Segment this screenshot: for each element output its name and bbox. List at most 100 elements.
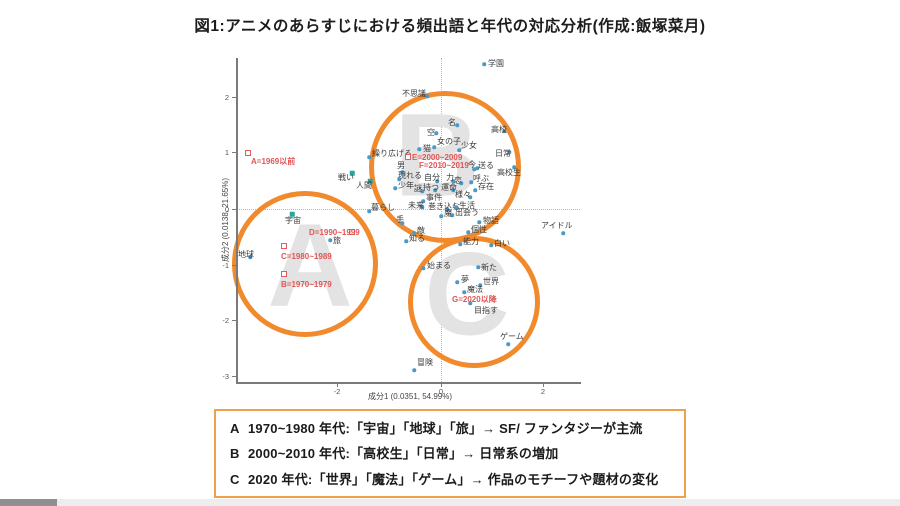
word-point (434, 131, 438, 135)
word-point (457, 148, 461, 152)
legend-text-a: 1970~1980 年代:「宇宙」「地球」「旅」→ SF/ ファンタジーが主流 (248, 421, 643, 436)
word-point (439, 214, 443, 218)
era-label: A=1969以前 (251, 157, 296, 166)
y-tick (232, 97, 237, 98)
word-point (367, 209, 371, 213)
word-point (420, 205, 424, 209)
word-point (475, 166, 479, 170)
word-point (248, 255, 252, 259)
legend-row-c: C 2020 年代:「世界」「魔法」「ゲーム」→ 作品のモチーフや題材の変化 (230, 472, 678, 488)
word-point (506, 342, 510, 346)
legend-key-c: C (230, 471, 240, 487)
word-point (512, 165, 516, 169)
word-label: 持つ (423, 183, 439, 192)
word-point (561, 231, 565, 235)
word-label: 呼ぶ (473, 174, 489, 183)
era-label: E=2000~2009 (412, 153, 463, 162)
word-label: 恋 (454, 176, 462, 185)
x-tick (543, 383, 544, 387)
word-point (507, 150, 511, 154)
era-label: D=1990~1999 (309, 228, 360, 237)
era-label: F=2010~2019 (419, 161, 469, 170)
word-point (435, 179, 439, 183)
y-tick (232, 320, 237, 321)
word-point (445, 207, 449, 211)
word-point (455, 280, 459, 284)
progress-bar[interactable] (0, 499, 900, 506)
word-point (432, 145, 436, 149)
progress-bar-elapsed (0, 499, 57, 506)
word-point (451, 179, 455, 183)
word-point (349, 170, 355, 176)
word-label: 物語 (483, 216, 499, 225)
era-label: C=1980~1989 (281, 252, 332, 261)
word-label: 少女 (461, 141, 477, 150)
word-point (400, 221, 404, 225)
word-label: 運命 (441, 183, 457, 192)
word-point (433, 188, 437, 192)
word-label: 少年 (398, 181, 414, 190)
word-label: 高校生 (497, 168, 521, 177)
word-label: 送る (478, 161, 494, 170)
word-label: 敵 (417, 226, 425, 235)
word-label: 力 (446, 173, 454, 182)
word-point (462, 290, 466, 294)
era-marker (245, 150, 251, 156)
word-label: 巻き込む (428, 202, 460, 211)
word-point (400, 170, 404, 174)
word-label: 始まる (427, 261, 451, 270)
word-point (412, 368, 416, 372)
word-label: 魔法 (467, 285, 483, 294)
legend-text-b: 2000~2010 年代:「高校生」「日常」→ 日常系の増加 (248, 446, 559, 462)
word-label: 猫 (423, 144, 431, 153)
word-label: 空 (427, 128, 435, 137)
x-tick-label: 2 (540, 387, 546, 396)
word-label: 白い (494, 239, 510, 248)
y-tick-label: -3 (222, 372, 229, 381)
word-point (454, 205, 458, 209)
word-label: 新た (481, 263, 497, 272)
word-label: 冒険 (417, 358, 433, 367)
word-point (425, 94, 429, 98)
cluster-circle-c (408, 236, 540, 368)
word-label: 暮らし (371, 203, 395, 212)
word-point (404, 239, 408, 243)
word-point (451, 188, 455, 192)
word-label: 不思議 (402, 89, 426, 98)
word-label: 学園 (488, 59, 504, 68)
era-marker (405, 154, 411, 160)
legend-row-b: B 2000~2010 年代:「高校生」「日常」→ 日常系の増加 (230, 446, 678, 462)
word-label: 目指す (474, 306, 498, 315)
word-label: 自分 (424, 173, 440, 182)
word-label: 謎 (414, 184, 422, 193)
era-label: B=1970~1979 (281, 280, 332, 289)
word-label: 繰り広げる (372, 149, 412, 158)
word-label: 存在 (478, 182, 494, 191)
x-axis (236, 382, 581, 384)
word-point (421, 199, 425, 203)
legend-box: A 1970~1980 年代:「宇宙」「地球」「旅」→ SF/ ファンタジーが主… (214, 409, 686, 498)
word-label: 日常 (495, 149, 511, 158)
word-point (502, 129, 506, 133)
word-point (455, 123, 459, 127)
word-point (482, 62, 486, 66)
word-point (450, 213, 454, 217)
word-point (478, 283, 482, 287)
word-label: 出会う (455, 208, 479, 217)
era-marker (281, 271, 287, 277)
word-label: 地球 (238, 250, 254, 259)
word-point (466, 230, 470, 234)
word-label: 高校 (491, 125, 507, 134)
word-label: 能力 (463, 237, 479, 246)
y-tick-label: 2 (224, 93, 229, 102)
word-point (473, 188, 477, 192)
word-point (489, 243, 493, 247)
y-tick-label: -1 (222, 261, 229, 270)
word-label: 手 (396, 215, 404, 224)
word-label: 名 (448, 118, 456, 127)
word-point (468, 301, 472, 305)
word-point (421, 266, 425, 270)
y-tick-label: 1 (224, 148, 229, 157)
word-label: 女の子 (437, 137, 461, 146)
